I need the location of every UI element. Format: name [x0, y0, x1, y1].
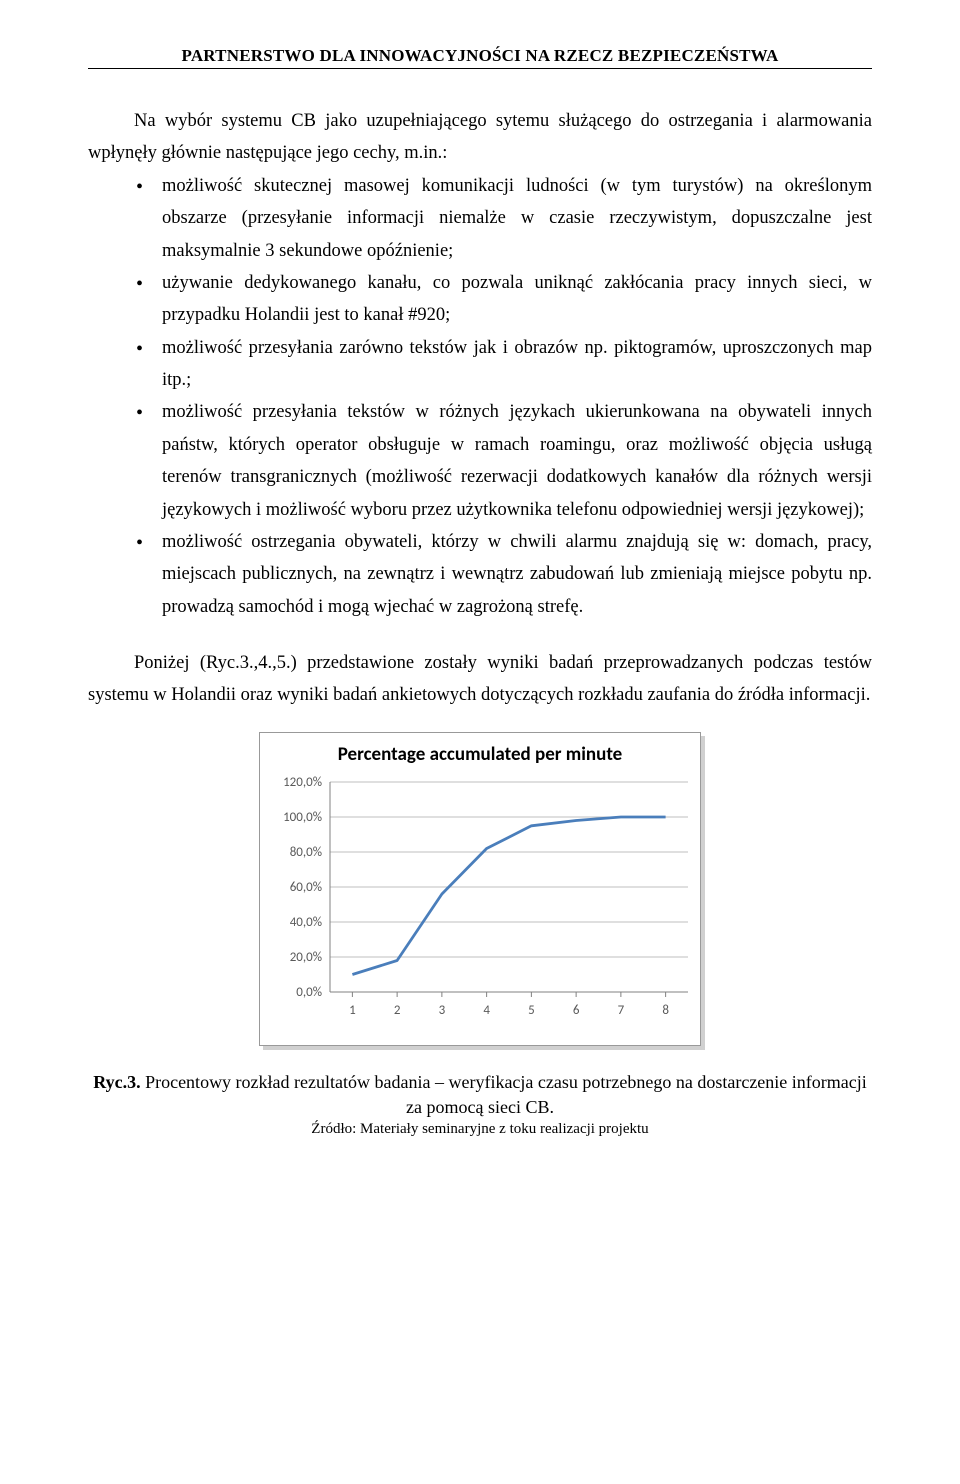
- list-item: możliwość przesyłania tekstów w różnych …: [136, 396, 872, 526]
- list-item: możliwość ostrzegania obywateli, którzy …: [136, 526, 872, 623]
- chart-title: Percentage accumulated per minute: [260, 733, 700, 772]
- svg-text:2: 2: [394, 1003, 401, 1018]
- svg-text:3: 3: [439, 1003, 446, 1018]
- svg-text:7: 7: [618, 1003, 625, 1018]
- svg-text:60,0%: 60,0%: [290, 880, 322, 895]
- svg-text:6: 6: [573, 1003, 580, 1018]
- figure-source: Źródło: Materiały seminaryjne z toku rea…: [88, 1120, 872, 1140]
- svg-text:80,0%: 80,0%: [290, 845, 322, 860]
- list-item: używanie dedykowanego kanału, co pozwala…: [136, 267, 872, 332]
- list-item: możliwość skutecznej masowej komunikacji…: [136, 170, 872, 267]
- svg-text:20,0%: 20,0%: [290, 950, 322, 965]
- svg-text:4: 4: [483, 1003, 490, 1018]
- chart-box: Percentage accumulated per minute 0,0% 20…: [259, 732, 701, 1046]
- after-list-paragraph: Poniżej (Ryc.3.,4.,5.) przedstawione zos…: [88, 647, 872, 712]
- list-item: możliwość przesyłania zarówno tekstów ja…: [136, 332, 872, 397]
- caption-text: Procentowy rozkład rezultatów badania – …: [141, 1072, 867, 1117]
- svg-text:8: 8: [662, 1003, 669, 1018]
- bullet-list: możliwość skutecznej masowej komunikacji…: [88, 170, 872, 623]
- page-header: PARTNERSTWO DLA INNOWACYJNOŚCI NA RZECZ …: [88, 46, 872, 69]
- svg-text:100,0%: 100,0%: [283, 810, 322, 825]
- svg-text:5: 5: [528, 1003, 535, 1018]
- figure-caption: Ryc.3. Procentowy rozkład rezultatów bad…: [88, 1070, 872, 1120]
- line-chart: 0,0% 20,0% 40,0% 60,0% 80,0% 100,0% 120,0% 1 2 3 4…: [260, 772, 700, 1040]
- caption-ref: Ryc.3.: [93, 1072, 140, 1092]
- svg-text:0,0%: 0,0%: [296, 985, 322, 1000]
- chart-container: Percentage accumulated per minute 0,0% 20…: [88, 732, 872, 1046]
- svg-text:1: 1: [349, 1003, 356, 1018]
- svg-text:40,0%: 40,0%: [290, 915, 322, 930]
- svg-text:120,0%: 120,0%: [283, 775, 322, 790]
- intro-paragraph: Na wybór systemu CB jako uzupełniającego…: [88, 105, 872, 170]
